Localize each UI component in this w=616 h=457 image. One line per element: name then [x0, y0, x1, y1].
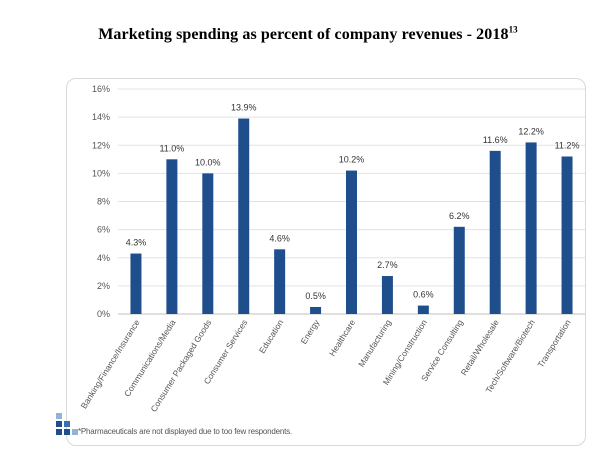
x-tick-label: Retail/Wholesale — [459, 318, 501, 378]
data-label: 10.0% — [195, 157, 221, 167]
chart-frame — [66, 78, 586, 446]
x-tick-label: Banking/Finance/Insurance — [79, 318, 142, 411]
bar — [525, 142, 537, 314]
bar — [166, 159, 178, 314]
bar — [489, 150, 501, 314]
x-tick-label: Consumer Packaged Goods — [148, 318, 213, 414]
data-label: 0.6% — [413, 290, 434, 300]
y-tick-label: 10% — [92, 168, 110, 178]
data-label: 4.6% — [269, 233, 290, 243]
y-tick-label: 12% — [92, 140, 110, 150]
x-tick-label: Transportation — [535, 318, 573, 370]
data-label: 0.5% — [305, 291, 326, 301]
bar — [274, 249, 286, 314]
data-label: 13.9% — [231, 103, 257, 113]
y-tick-label: 2% — [97, 281, 110, 291]
bar — [453, 226, 465, 314]
bar — [130, 253, 142, 314]
footnote: *Pharmaceuticals are not displayed due t… — [78, 427, 292, 436]
x-axis-ticks: Banking/Finance/InsuranceCommunications/… — [79, 317, 573, 413]
data-label: 11.6% — [483, 135, 508, 145]
data-label: 12.2% — [518, 126, 544, 136]
data-label: 6.2% — [449, 211, 470, 221]
data-label: 10.2% — [339, 155, 365, 165]
x-tick-label: Energy — [299, 317, 322, 346]
y-tick-label: 14% — [92, 112, 110, 122]
data-label: 2.7% — [377, 260, 398, 270]
x-tick-label: Healthcare — [327, 318, 357, 358]
bar — [202, 173, 214, 314]
data-label: 11.2% — [555, 141, 580, 151]
square-blocks-logo-icon — [56, 413, 78, 435]
y-tick-label: 6% — [97, 225, 110, 235]
bar — [310, 306, 322, 314]
y-axis-ticks: 0% 2% 4% 6% 8% 10% 12% 14% 16% — [92, 84, 110, 319]
bars — [130, 118, 573, 314]
y-tick-label: 8% — [97, 197, 110, 207]
bar — [346, 170, 357, 314]
x-tick-label: Education — [257, 318, 286, 356]
bar — [381, 276, 393, 314]
data-labels: 4.3% 11.0% 10.0% 13.9% 4.6% 0.5% 10.2% 2.7% 0.6%… — [126, 103, 580, 301]
page-title-text: Marketing spending as percent of company… — [98, 26, 509, 43]
x-tick-label: Manufacturing — [356, 318, 393, 369]
bar — [561, 156, 573, 314]
y-tick-label: 4% — [97, 253, 110, 263]
y-tick-label: 16% — [92, 84, 110, 94]
bar — [238, 118, 250, 314]
data-label: 11.0% — [159, 143, 184, 153]
title-superscript: 13 — [508, 24, 518, 35]
y-tick-label: 0% — [97, 309, 110, 319]
data-label: 4.3% — [126, 238, 147, 248]
bar — [417, 305, 429, 314]
page-title: Marketing spending as percent of company… — [0, 24, 616, 44]
